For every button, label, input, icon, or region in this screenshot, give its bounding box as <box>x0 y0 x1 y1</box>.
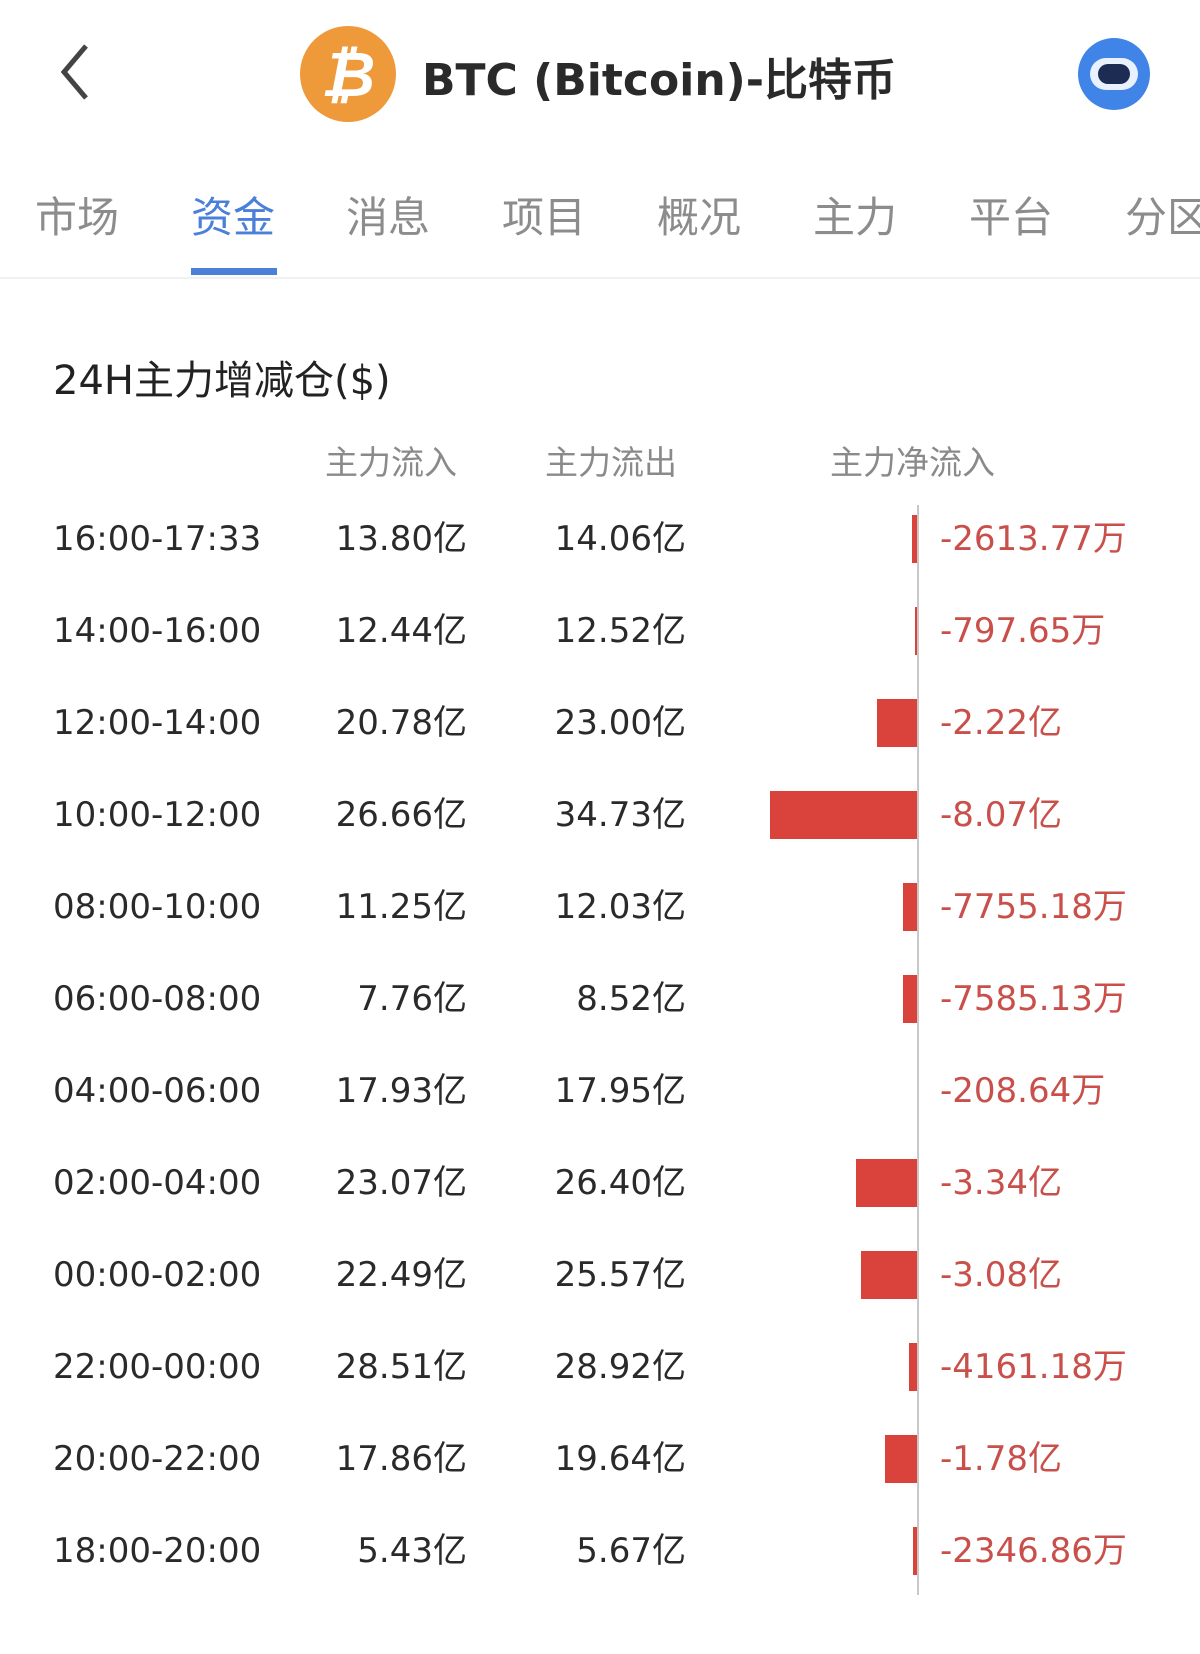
cell-inflow: 13.80亿 <box>335 519 467 559</box>
cell-inflow: 20.78亿 <box>335 703 467 743</box>
table-row: 20:00-22:00 17.86亿 19.64亿 -1.78亿 <box>0 1413 1200 1505</box>
cell-outflow: 19.64亿 <box>554 1439 686 1479</box>
tab-6[interactable]: 平台 <box>969 193 1054 242</box>
cell-outflow: 12.52亿 <box>554 611 686 651</box>
table-row: 08:00-10:00 11.25亿 12.03亿 -7755.18万 <box>0 861 1200 953</box>
table-row: 14:00-16:00 12.44亿 12.52亿 -797.65万 <box>0 585 1200 677</box>
active-tab-indicator <box>191 268 277 275</box>
cell-time: 22:00-00:00 <box>53 1347 262 1387</box>
back-chevron-icon[interactable] <box>56 42 96 102</box>
cell-net: -2613.77万 <box>940 519 1127 559</box>
tab-4[interactable]: 概况 <box>657 193 742 242</box>
net-flow-bar <box>909 1343 917 1391</box>
tab-0[interactable]: 市场 <box>35 193 120 242</box>
tab-5[interactable]: 主力 <box>813 193 898 242</box>
column-header-outflow: 主力流出 <box>545 443 677 482</box>
cell-inflow: 17.93亿 <box>335 1071 467 1111</box>
cell-inflow: 17.86亿 <box>335 1439 467 1479</box>
cell-outflow: 5.67亿 <box>576 1531 686 1571</box>
tab-bar: 市场 资金 消息 项目 概况 主力 平台 分区 <box>0 180 1200 279</box>
table-row: 02:00-04:00 23.07亿 26.40亿 -3.34亿 <box>0 1137 1200 1229</box>
cell-outflow: 12.03亿 <box>554 887 686 927</box>
cell-inflow: 26.66亿 <box>335 795 467 835</box>
tab-3[interactable]: 项目 <box>502 193 587 242</box>
cell-inflow: 23.07亿 <box>335 1163 467 1203</box>
robot-avatar-icon[interactable] <box>1078 38 1150 110</box>
page-title: BTC (Bitcoin)-比特币 <box>422 55 897 106</box>
cell-outflow: 23.00亿 <box>554 703 686 743</box>
cell-net: -3.08亿 <box>940 1255 1062 1295</box>
cell-net: -8.07亿 <box>940 795 1062 835</box>
cell-net: -797.65万 <box>940 611 1106 651</box>
cell-time: 14:00-16:00 <box>53 611 262 651</box>
cell-time: 10:00-12:00 <box>53 795 262 835</box>
net-flow-bar <box>770 791 917 839</box>
table-row: 22:00-00:00 28.51亿 28.92亿 -4161.18万 <box>0 1321 1200 1413</box>
cell-time: 12:00-14:00 <box>53 703 262 743</box>
cell-net: -3.34亿 <box>940 1163 1062 1203</box>
cell-outflow: 17.95亿 <box>554 1071 686 1111</box>
bar-axis <box>917 505 919 1595</box>
net-flow-bar <box>915 607 917 655</box>
cell-time: 06:00-08:00 <box>53 979 262 1019</box>
cell-inflow: 22.49亿 <box>335 1255 467 1295</box>
cell-time: 04:00-06:00 <box>53 1071 262 1111</box>
cell-outflow: 14.06亿 <box>554 519 686 559</box>
table-row: 10:00-12:00 26.66亿 34.73亿 -8.07亿 <box>0 769 1200 861</box>
tab-7[interactable]: 分区 <box>1125 193 1200 242</box>
net-flow-bar <box>902 883 917 931</box>
cell-time: 00:00-02:00 <box>53 1255 262 1295</box>
section-title: 24H主力增减仓($) <box>53 358 391 404</box>
net-flow-bar <box>912 1527 917 1575</box>
table-row: 06:00-08:00 7.76亿 8.52亿 -7585.13万 <box>0 953 1200 1045</box>
tab-2[interactable]: 消息 <box>346 193 431 242</box>
cell-time: 20:00-22:00 <box>53 1439 262 1479</box>
table-row: 04:00-06:00 17.93亿 17.95亿 -208.64万 <box>0 1045 1200 1137</box>
cell-net: -2.22亿 <box>940 703 1062 743</box>
table-row: 18:00-20:00 5.43亿 5.67亿 -2346.86万 <box>0 1505 1200 1597</box>
cell-inflow: 7.76亿 <box>357 979 467 1019</box>
cell-inflow: 12.44亿 <box>335 611 467 651</box>
cell-net: -2346.86万 <box>940 1531 1127 1571</box>
table-row: 00:00-02:00 22.49亿 25.57亿 -3.08亿 <box>0 1229 1200 1321</box>
net-flow-bar <box>876 699 917 747</box>
cell-time: 18:00-20:00 <box>53 1531 262 1571</box>
cell-net: -7755.18万 <box>940 887 1127 927</box>
table-row: 16:00-17:33 13.80亿 14.06亿 -2613.77万 <box>0 493 1200 585</box>
cell-outflow: 26.40亿 <box>554 1163 686 1203</box>
net-flow-bar <box>903 975 917 1023</box>
cell-net: -208.64万 <box>940 1071 1106 1111</box>
table-row: 12:00-14:00 20.78亿 23.00亿 -2.22亿 <box>0 677 1200 769</box>
cell-time: 16:00-17:33 <box>53 519 262 559</box>
net-flow-bar <box>860 1251 917 1299</box>
cell-net: -4161.18万 <box>940 1347 1127 1387</box>
column-header-inflow: 主力流入 <box>325 443 457 482</box>
net-flow-bar <box>856 1159 917 1207</box>
cell-inflow: 11.25亿 <box>335 887 467 927</box>
tab-1[interactable]: 资金 <box>191 193 276 242</box>
cell-outflow: 8.52亿 <box>576 979 686 1019</box>
cell-outflow: 28.92亿 <box>554 1347 686 1387</box>
cell-inflow: 5.43亿 <box>357 1531 467 1571</box>
net-flow-bar <box>884 1435 917 1483</box>
cell-outflow: 34.73亿 <box>554 795 686 835</box>
cell-net: -1.78亿 <box>940 1439 1062 1479</box>
net-flow-bar <box>912 515 917 563</box>
column-header-net: 主力净流入 <box>830 443 995 482</box>
cell-outflow: 25.57亿 <box>554 1255 686 1295</box>
cell-time: 02:00-04:00 <box>53 1163 262 1203</box>
cell-inflow: 28.51亿 <box>335 1347 467 1387</box>
bitcoin-logo: ₿ <box>300 26 396 122</box>
cell-time: 08:00-10:00 <box>53 887 262 927</box>
cell-net: -7585.13万 <box>940 979 1127 1019</box>
